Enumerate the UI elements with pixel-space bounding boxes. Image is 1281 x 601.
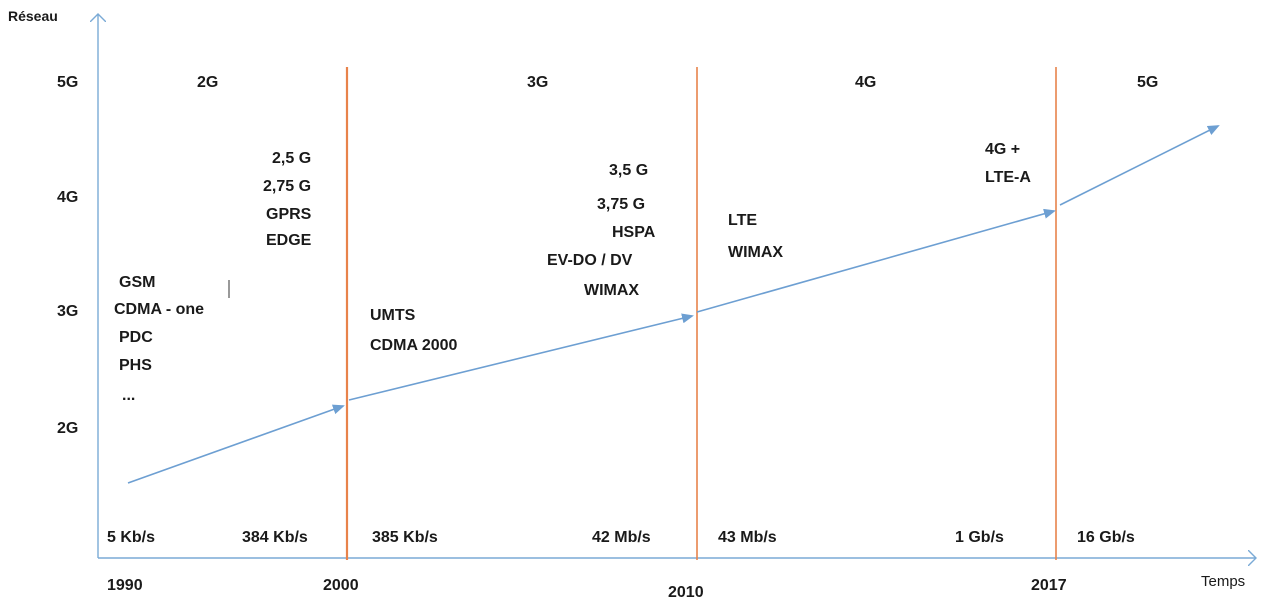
tech-gsm: GSM [119,274,156,291]
era-heading-5g: 5G [1137,74,1159,91]
era-heading-3g: 3G [527,74,549,91]
transition-hspa: HSPA [612,224,656,241]
year-2017: 2017 [1031,577,1067,594]
speed-42mbs: 42 Mb/s [592,529,651,546]
transition-edge: EDGE [266,232,312,249]
speed-5kbs: 5 Kb/s [107,529,156,546]
tech-lte: LTE [728,212,758,229]
speed-385kbs: 385 Kb/s [372,529,438,546]
y-level-4g: 4G [57,189,79,206]
year-2000: 2000 [323,577,359,594]
speed-384kbs: 384 Kb/s [242,529,308,546]
progress-arrow-4g [696,208,1056,313]
transition-ev-do-dv: EV-DO / DV [547,252,633,269]
year-2010: 2010 [668,584,704,601]
y-level-2g: 2G [57,420,79,437]
y-axis-title: Réseau [8,8,58,24]
tech-cdma-2000: CDMA 2000 [370,337,458,354]
transition-wimax-3g: WIMAX [584,282,640,299]
transition-gprs: GPRS [266,206,312,223]
transition-3-5g: 3,5 G [609,162,649,179]
y-level-3g: 3G [57,303,79,320]
transition-2-5g: 2,5 G [272,150,312,167]
tech-phs: PHS [119,357,152,374]
tech-cdma-one: CDMA - one [114,301,205,318]
progress-arrow-3g [348,313,694,401]
tech-ellipsis: ... [122,387,136,404]
transition-3-75g: 3,75 G [597,196,646,213]
tech-wimax-4g: WIMAX [728,244,784,261]
year-1990: 1990 [107,577,143,594]
transition-lte-a: LTE-A [985,169,1031,186]
tech-umts: UMTS [370,307,416,324]
transition-4g-plus: 4G + [985,141,1021,158]
tech-pdc: PDC [119,329,153,346]
x-axis-title: Temps [1201,573,1246,590]
y-level-5g: 5G [57,74,79,91]
progress-arrow-5g [1059,125,1220,206]
speed-1gbs: 1 Gb/s [955,529,1004,546]
transition-2-75g: 2,75 G [263,178,312,195]
progress-arrow-2g [127,404,345,484]
era-heading-2g: 2G [197,74,219,91]
speed-43mbs: 43 Mb/s [718,529,777,546]
speed-16gbs: 16 Gb/s [1077,529,1135,546]
era-heading-4g: 4G [855,74,877,91]
